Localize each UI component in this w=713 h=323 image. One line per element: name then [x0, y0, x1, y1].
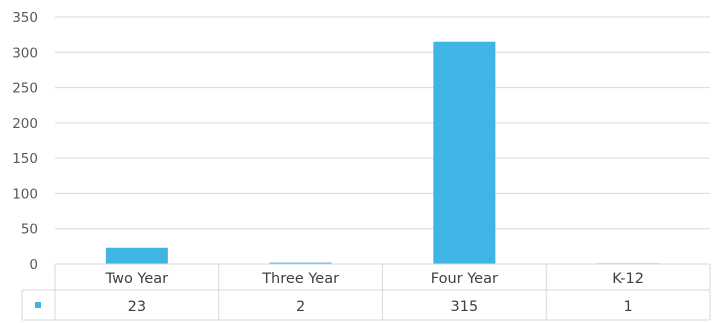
y-axis-ticks: 0 50 100 150 200 250 300 350	[12, 10, 38, 273]
bar-three-year	[269, 262, 332, 264]
y-tick-label: 0	[29, 257, 38, 273]
y-tick-label: 50	[21, 222, 38, 238]
data-label: 23	[128, 299, 146, 315]
y-tick-label: 300	[12, 45, 38, 61]
y-tick-label: 350	[12, 10, 38, 26]
y-tick-label: 200	[12, 116, 38, 132]
x-category-label: Four Year	[431, 271, 498, 287]
x-category-label: Two Year	[105, 271, 169, 287]
data-table: Two Year 23 Three Year 2 Four Year 315 K-12 1	[21, 263, 711, 321]
data-label: 2	[296, 299, 305, 315]
bar-four-year	[433, 41, 496, 265]
data-label: 315	[451, 299, 479, 315]
data-label: 1	[624, 299, 633, 315]
bar-two-year	[105, 247, 168, 264]
y-tick-label: 100	[12, 186, 38, 202]
y-tick-label: 150	[12, 151, 38, 167]
gridlines	[55, 16, 710, 230]
x-category-label: K-12	[612, 271, 644, 287]
legend-key	[35, 302, 41, 308]
x-category-label: Three Year	[261, 271, 339, 287]
bars	[105, 41, 660, 265]
y-tick-label: 250	[12, 81, 38, 97]
